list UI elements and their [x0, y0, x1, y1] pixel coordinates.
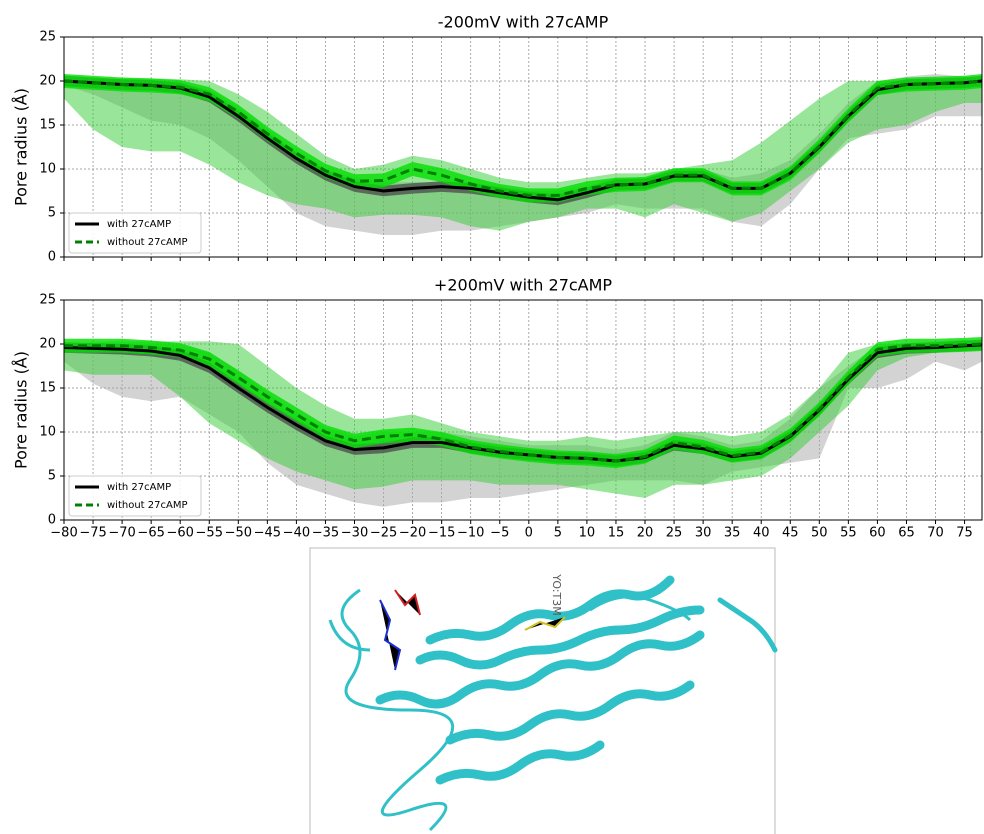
- image-label: YO:T3M: [550, 573, 563, 616]
- figure: YO:T3M -200mV with 27cAMP Pore radius (Å)…: [0, 0, 984, 834]
- x-tick-label: −60: [166, 526, 193, 541]
- y-axis-label: Pore radius (Å): [12, 88, 31, 206]
- legend-label: with 27cAMP: [107, 219, 171, 230]
- x-tick-label: −5: [490, 526, 509, 541]
- x-tick-label: 70: [927, 526, 944, 541]
- x-tick-label: 20: [637, 526, 654, 541]
- x-tick-label: 0: [525, 526, 533, 541]
- y-tick-label: 0: [48, 513, 56, 528]
- y-tick-label: 5: [48, 206, 56, 221]
- chart-title: -200mV with 27cAMP: [438, 13, 609, 32]
- legend: with 27cAMP without 27cAMP: [69, 213, 201, 253]
- legend-label: without 27cAMP: [107, 237, 188, 248]
- x-tick-label: 75: [956, 526, 973, 541]
- x-tick-label: 65: [898, 526, 915, 541]
- x-tick-label: −70: [108, 526, 135, 541]
- range-band: [64, 78, 982, 230]
- y-axis-label: Pore radius (Å): [12, 351, 31, 469]
- x-tick-label: 50: [811, 526, 828, 541]
- x-tick-label: 35: [724, 526, 741, 541]
- x-tick-label: −65: [137, 526, 164, 541]
- x-tick-label: 60: [869, 526, 886, 541]
- x-tick-label: −80: [50, 526, 77, 541]
- chart-title: +200mV with 27cAMP: [434, 276, 613, 295]
- y-tick-label: 15: [39, 381, 56, 396]
- x-tick-label: 25: [666, 526, 683, 541]
- y-tick-label: 25: [39, 30, 56, 45]
- y-tick-label: 20: [39, 74, 56, 89]
- x-tick-label: −40: [283, 526, 310, 541]
- x-tick-label: 5: [554, 526, 562, 541]
- x-tick-label: −30: [341, 526, 368, 541]
- y-tick-label: 0: [48, 250, 56, 265]
- x-tick-label: −15: [428, 526, 455, 541]
- y-tick-label: 20: [39, 337, 56, 352]
- x-tick-label: −10: [457, 526, 484, 541]
- y-tick-label: 10: [39, 425, 56, 440]
- y-tick-label: 5: [48, 469, 56, 484]
- protein-image: YO:T3M: [310, 548, 775, 834]
- x-tick-label: −45: [254, 526, 281, 541]
- x-tick-label: −50: [225, 526, 252, 541]
- x-tick-label: 30: [695, 526, 712, 541]
- y-tick-label: 10: [39, 162, 56, 177]
- y-tick-label: 25: [39, 293, 56, 308]
- x-tick-label: 15: [608, 526, 625, 541]
- x-tick-label: −75: [79, 526, 106, 541]
- x-tick-label: −55: [196, 526, 223, 541]
- x-tick-label: 40: [753, 526, 770, 541]
- x-tick-label: −35: [312, 526, 339, 541]
- line-chart: -200mV with 27cAMP Pore radius (Å) 0 5 10 15 2…: [12, 13, 983, 265]
- legend: with 27cAMP without 27cAMP: [69, 476, 201, 516]
- x-tick-label: −20: [399, 526, 426, 541]
- y-tick-label: 15: [39, 118, 56, 133]
- legend-label: with 27cAMP: [107, 482, 171, 493]
- legend-label: without 27cAMP: [107, 500, 188, 511]
- x-tick-label: 10: [579, 526, 596, 541]
- x-tick-label: 55: [840, 526, 857, 541]
- x-tick-label: 45: [782, 526, 799, 541]
- x-tick-label: −25: [370, 526, 397, 541]
- image-frame: [310, 548, 775, 834]
